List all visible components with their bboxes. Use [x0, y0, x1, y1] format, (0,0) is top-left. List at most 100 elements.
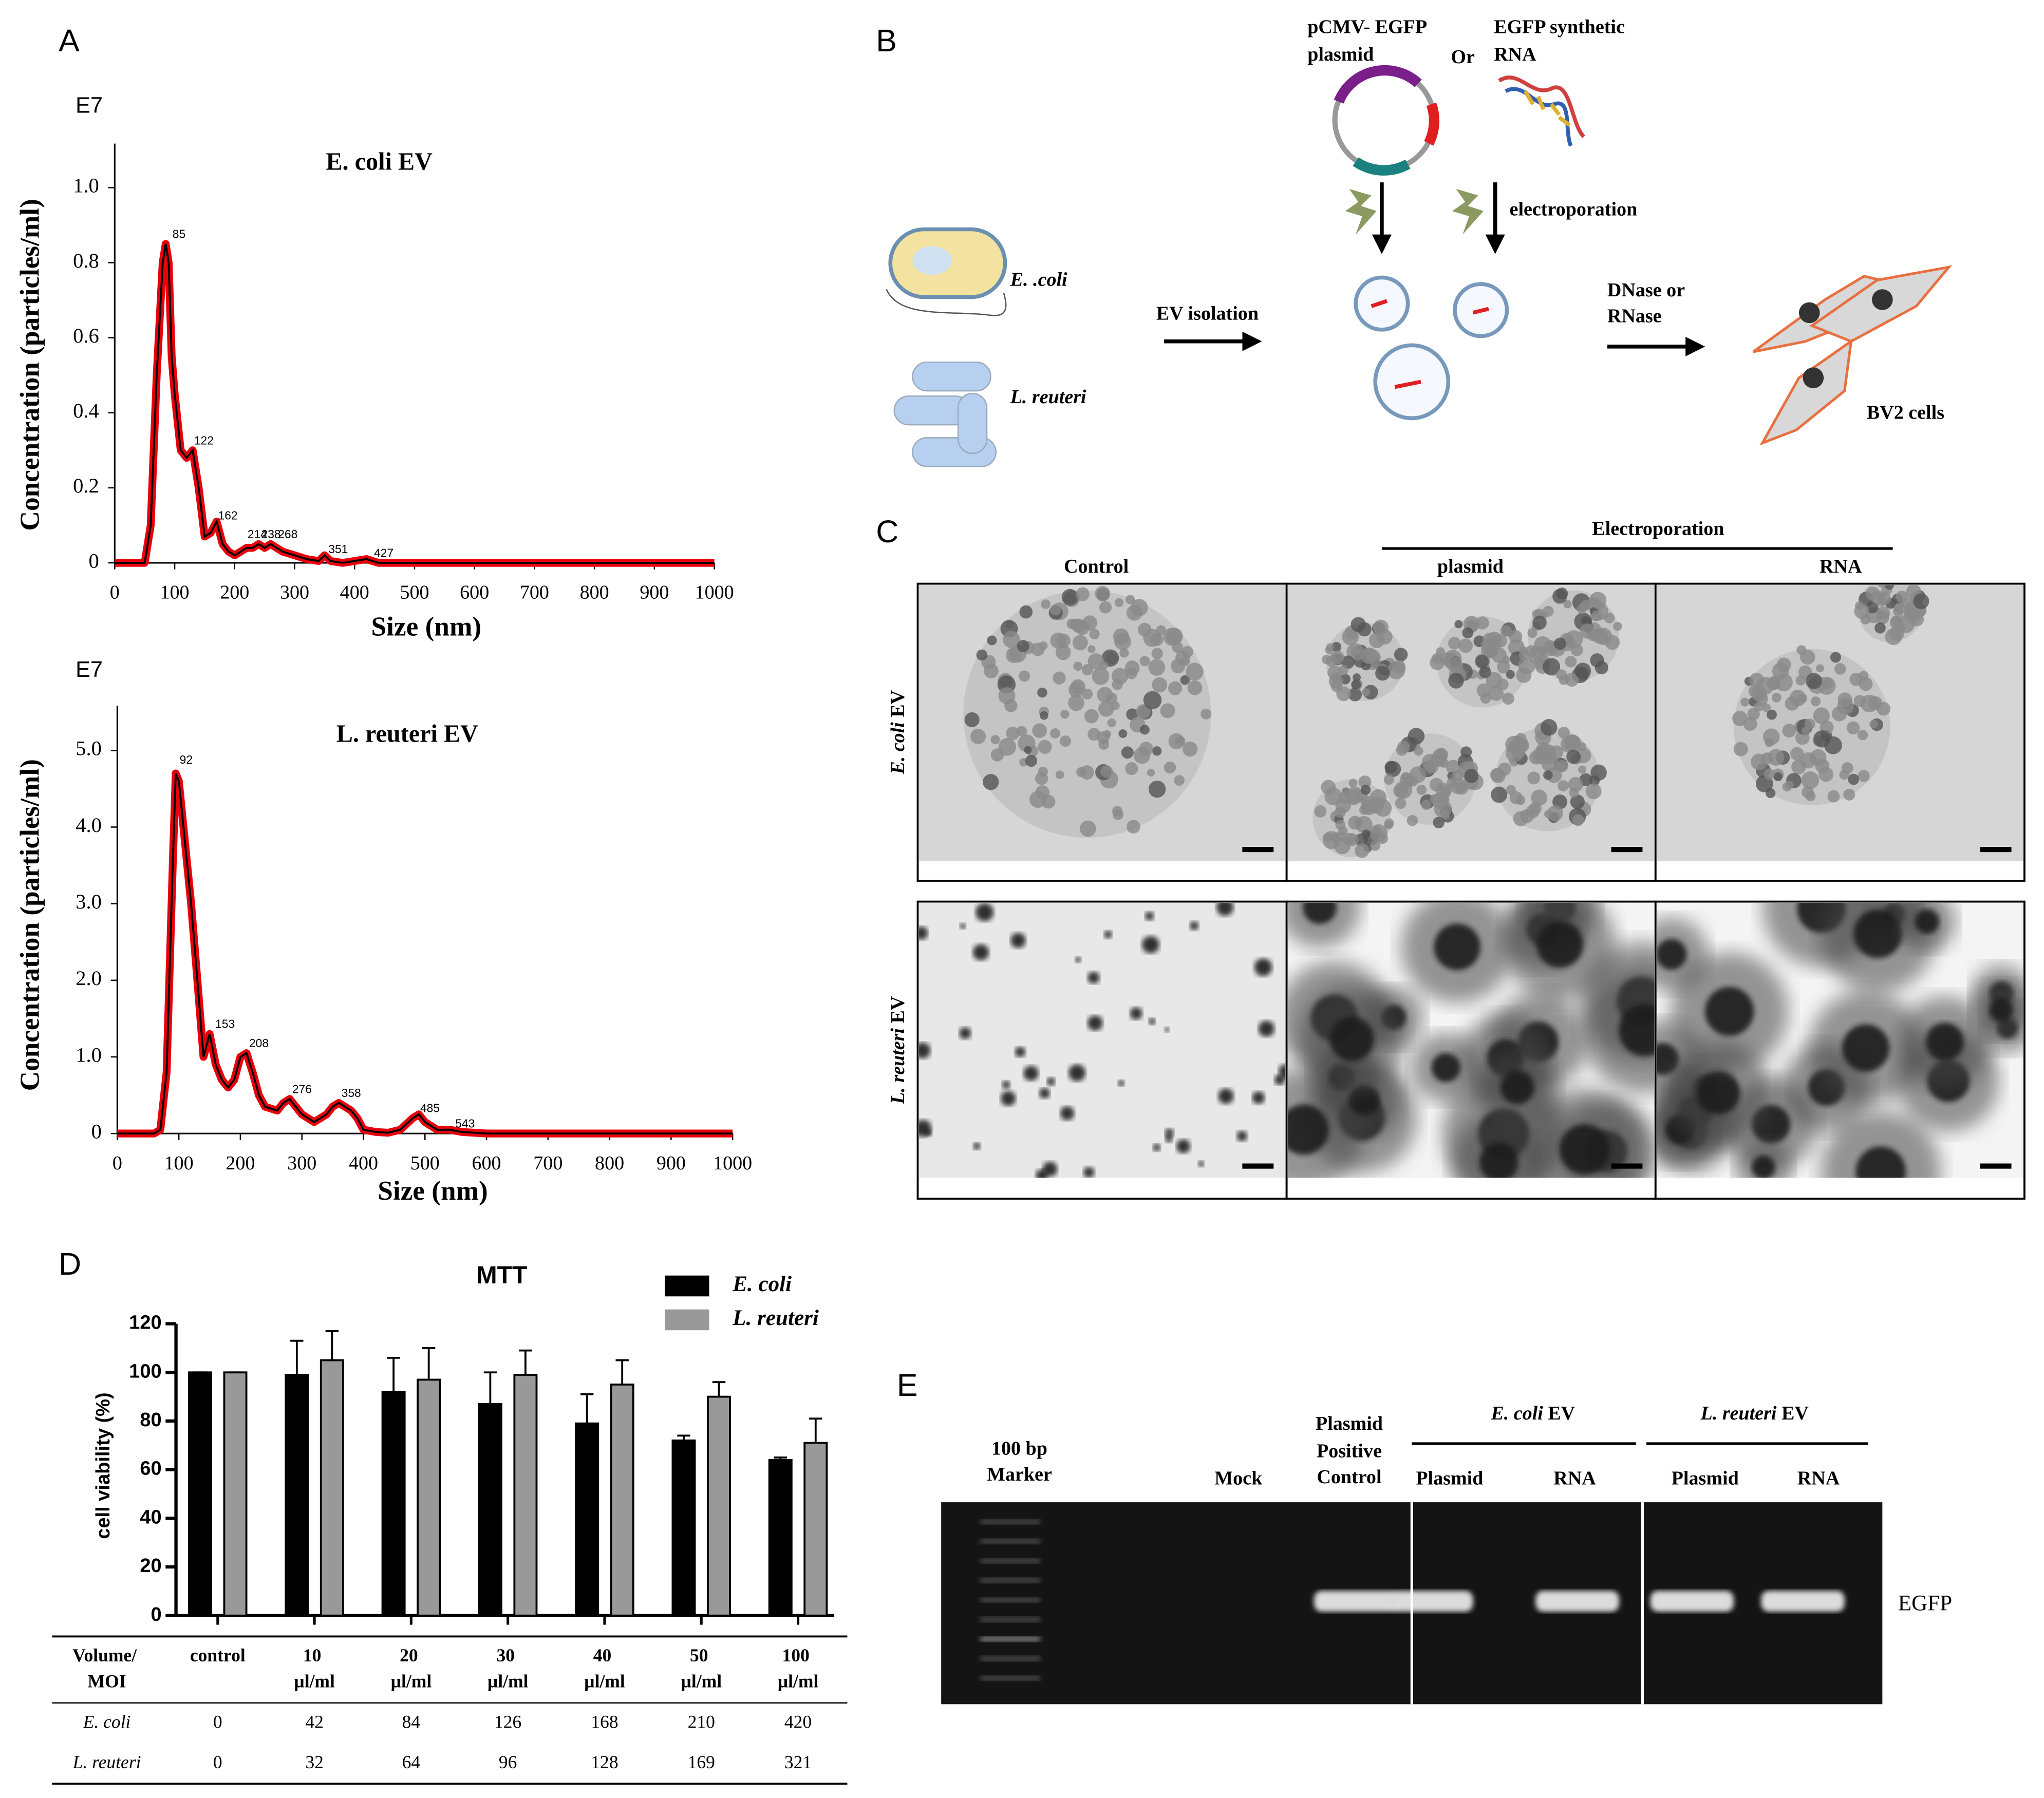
row-label: E. coli EV — [887, 690, 909, 774]
ladder-band — [980, 1519, 1041, 1525]
lane-label: Control — [1317, 1466, 1381, 1488]
vesicle — [1056, 633, 1071, 648]
error-bar — [483, 1371, 497, 1404]
vesicle — [1868, 696, 1883, 710]
vesicle — [1395, 798, 1407, 809]
vesicle — [1168, 681, 1183, 695]
vesicle — [1565, 655, 1577, 668]
vesicle — [1331, 641, 1342, 652]
vesicle — [1326, 643, 1335, 651]
x-tick-label: 600 — [460, 582, 489, 603]
vesicle — [1352, 649, 1363, 661]
tem-images — [916, 582, 2026, 1200]
ev-blob — [1023, 1066, 1039, 1081]
plasmid-label: plasmid — [1307, 44, 1374, 65]
text-line: Volume/ — [72, 1645, 141, 1665]
text-line: 40 — [593, 1645, 616, 1665]
vesicle — [1335, 806, 1346, 818]
vesicle — [1572, 814, 1584, 826]
vesicle — [1604, 612, 1615, 623]
vesicle — [1330, 680, 1343, 692]
vesicle — [1004, 699, 1018, 712]
scale-bar — [1611, 1163, 1643, 1169]
vesicle — [1589, 775, 1600, 786]
ev-blob — [1853, 909, 1902, 958]
vesicle — [1511, 744, 1526, 759]
text-line: µl/ml — [681, 1671, 722, 1692]
text-line: µl/ml — [391, 1671, 432, 1692]
line — [117, 773, 733, 1135]
vesicle — [1789, 689, 1806, 707]
table-cell: 128 — [591, 1752, 618, 1772]
bolt — [1345, 188, 1377, 235]
vesicle — [1563, 600, 1572, 609]
vesicle — [1564, 734, 1581, 751]
y-tick-label: 0.8 — [73, 249, 99, 272]
egfp-band — [1390, 1591, 1473, 1612]
vesicle — [1544, 809, 1553, 819]
ev-blob — [1068, 1064, 1086, 1082]
diagram: pCMV- EGFP plasmid Or EGFP synthetic RNA… — [886, 16, 1953, 467]
ev-blob — [1083, 1167, 1095, 1178]
error-bar — [422, 1347, 436, 1380]
vesicle — [1327, 665, 1342, 680]
x-tick-label: 300 — [280, 582, 309, 603]
vesicle — [1100, 765, 1113, 778]
lane-label: Plasmid — [1416, 1468, 1483, 1489]
bar — [768, 1459, 793, 1617]
vesicle — [1589, 592, 1607, 609]
band-label: EGFP — [1898, 1591, 1952, 1615]
vesicle — [1171, 641, 1183, 653]
table-cell: 64 — [402, 1752, 421, 1772]
ev-blob — [973, 1142, 981, 1150]
vesicle — [1508, 639, 1525, 656]
vesicle — [1765, 738, 1774, 747]
vesicle — [1029, 790, 1046, 808]
vesicle — [1387, 661, 1405, 679]
row-label: L. reuteri EV — [887, 996, 909, 1105]
x-tick-label: 600 — [472, 1152, 501, 1174]
ev-blob — [1434, 923, 1480, 971]
vesicle — [1805, 791, 1816, 802]
or-label: Or — [1451, 46, 1475, 68]
vesicle — [1061, 589, 1079, 606]
ev-blob — [960, 923, 966, 930]
vesicle — [1071, 618, 1086, 633]
error-bar — [387, 1356, 400, 1392]
error-bar — [677, 1434, 690, 1441]
error-bar — [325, 1330, 339, 1360]
vesicle — [1383, 774, 1394, 785]
x-tick-label: 1000 — [695, 582, 734, 603]
column-label: RNA — [1820, 556, 1862, 577]
vesicle — [1543, 605, 1554, 617]
ev-blob — [1288, 1104, 1329, 1155]
vesicle — [1556, 669, 1567, 680]
vesicle — [1488, 686, 1504, 701]
vesicle — [1436, 647, 1445, 657]
vesicle — [1480, 693, 1491, 704]
gel-bands — [980, 1519, 1845, 1681]
bar — [381, 1391, 406, 1617]
rna-label: RNA — [1494, 44, 1536, 65]
table-cell: 210 — [688, 1712, 715, 1732]
ladder-band — [980, 1597, 1041, 1603]
micrographs: Electroporation Control plasmid RNA E. c… — [887, 518, 2026, 1200]
y-tick-label: 0.6 — [73, 324, 99, 347]
vesicle — [990, 734, 1000, 744]
ladder-band — [980, 1558, 1041, 1564]
vesicle — [1147, 768, 1155, 777]
vesicle — [1370, 840, 1381, 851]
lane-label: Positive — [1317, 1440, 1382, 1462]
vesicle — [1813, 707, 1830, 724]
vesicle — [1068, 694, 1084, 711]
vesicle — [1394, 648, 1408, 661]
vesicle — [1566, 749, 1581, 764]
y-tick-label: 20 — [140, 1555, 161, 1577]
peak-label: 358 — [342, 1086, 361, 1100]
y-tick-label: 80 — [140, 1409, 161, 1431]
ev-blob — [1279, 1064, 1286, 1079]
vesicle — [1375, 666, 1390, 681]
vesicle — [1361, 829, 1371, 839]
ev-blob — [1216, 903, 1234, 916]
x-axis-label: Size (nm) — [371, 612, 482, 642]
